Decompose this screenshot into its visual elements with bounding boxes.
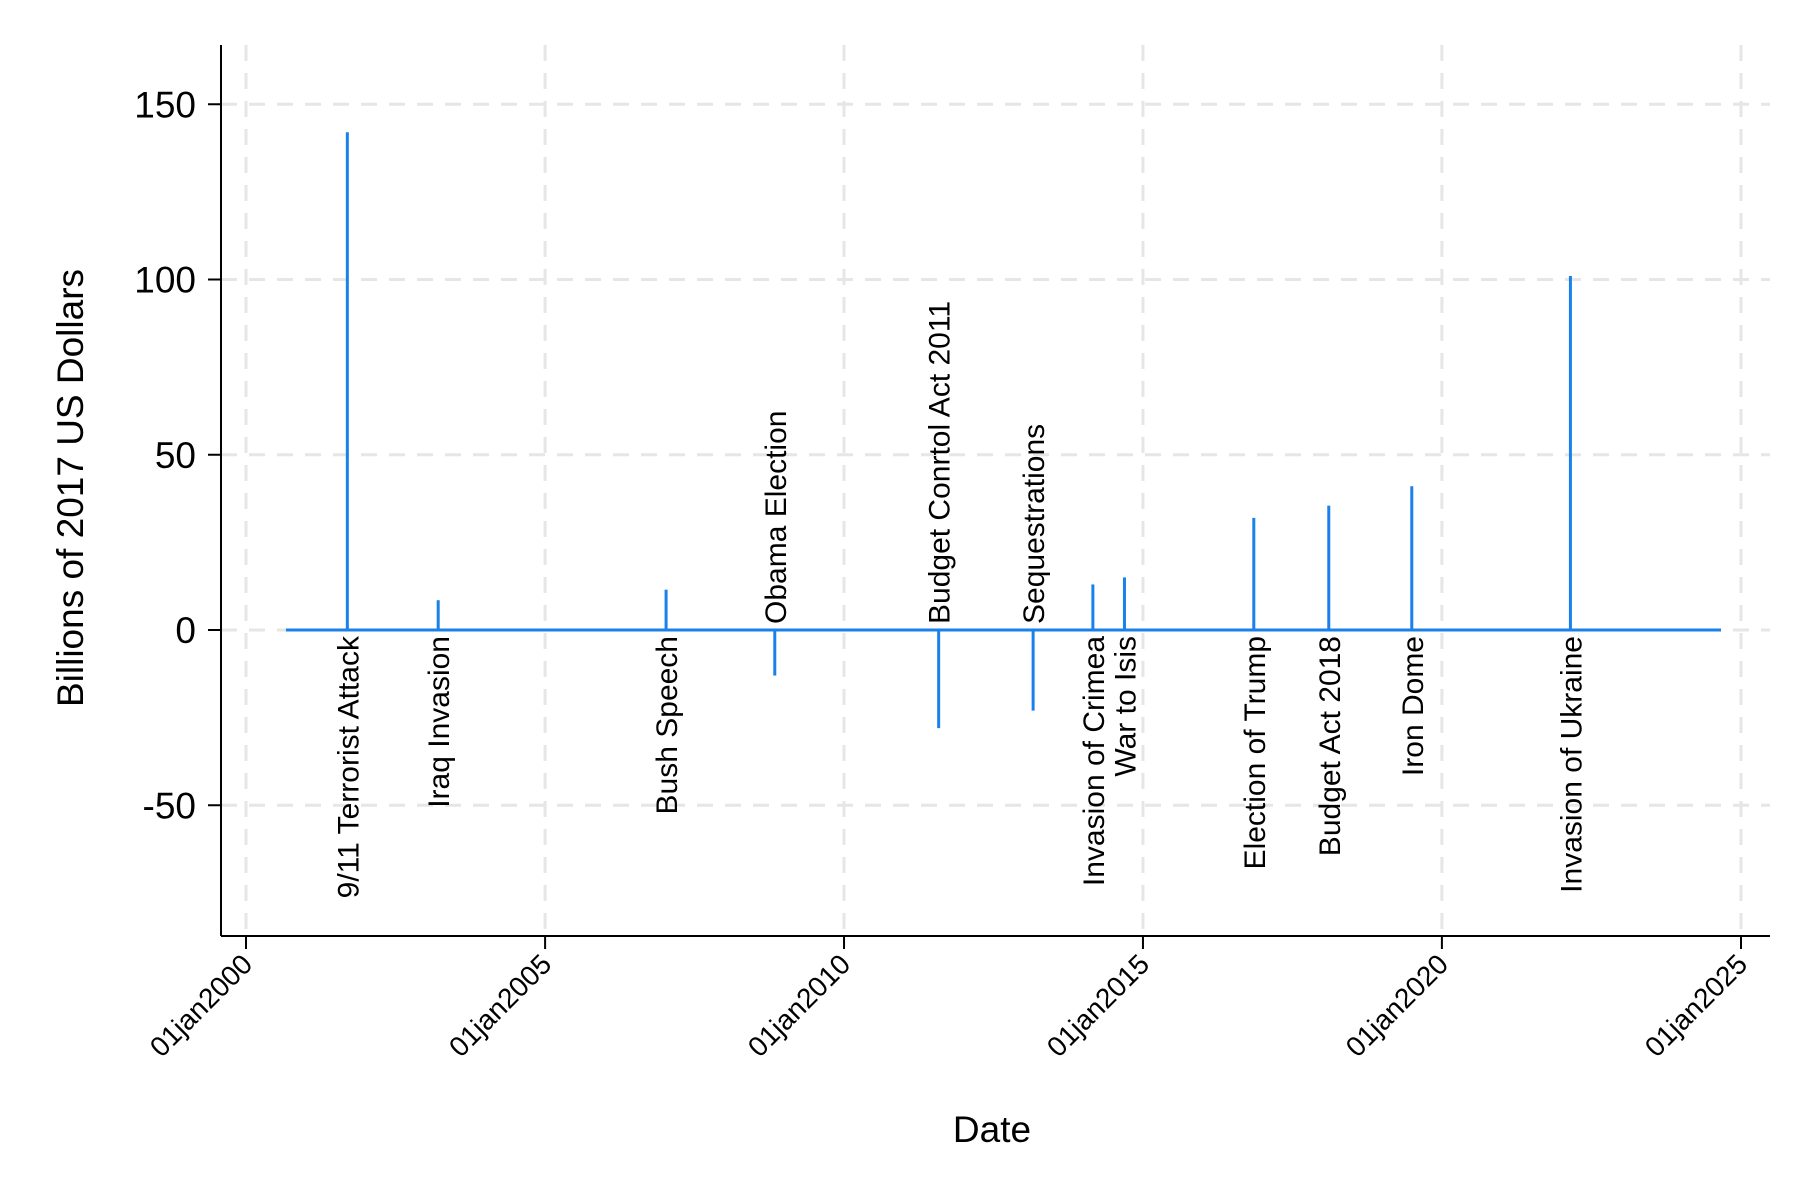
y-tick-label: -50 xyxy=(143,785,196,826)
x-tick-label: 01jan2010 xyxy=(742,948,856,1062)
y-tick-label: 100 xyxy=(134,260,196,301)
event-label: 9/11 Terrorist Attack xyxy=(332,635,365,898)
event-spikes xyxy=(345,132,1572,729)
x-tick-label: 01jan2025 xyxy=(1639,948,1753,1062)
y-tick-label: 150 xyxy=(134,84,196,125)
event-label: Election of Trump xyxy=(1239,636,1272,869)
event-label: Invasion of Ukraine xyxy=(1555,636,1588,893)
event-label: Sequestrations xyxy=(1018,424,1051,624)
axes xyxy=(208,45,1770,949)
y-tick-label: 50 xyxy=(155,435,196,476)
y-tick-label: 0 xyxy=(175,610,196,651)
x-tick-label: 01jan2005 xyxy=(443,948,557,1062)
event-label: Iraq Invasion xyxy=(423,636,456,808)
x-tick-label: 01jan2020 xyxy=(1340,948,1454,1062)
event-label: Invasion of Crimea xyxy=(1078,636,1111,886)
event-label: Bush Speech xyxy=(651,636,684,814)
event-label: War to Isis xyxy=(1109,636,1142,777)
x-axis-title: Date xyxy=(953,1109,1031,1150)
event-labels: 9/11 Terrorist Attack Iraq Invasion Bush S… xyxy=(332,301,1588,898)
y-axis-title: Billions of 2017 US Dollars xyxy=(50,269,91,707)
event-label: Obama Election xyxy=(760,411,793,624)
event-label: Budget Act 2018 xyxy=(1314,636,1347,856)
event-label: Budget Conrtol Act 2011 xyxy=(924,301,957,624)
event-label: Iron Dome xyxy=(1397,636,1430,776)
x-tick-label: 01jan2015 xyxy=(1041,948,1155,1062)
x-tick-label: 01jan2000 xyxy=(144,948,258,1062)
